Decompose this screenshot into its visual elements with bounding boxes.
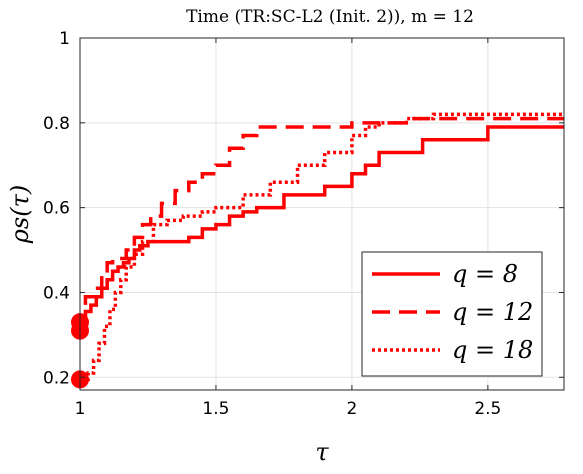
series-line-3: [80, 112, 564, 382]
axis-ticks: 1 1.5 2 2.5 0.2 0.4 0.6 0.8 1: [43, 29, 564, 419]
x-tick-label: 1: [75, 399, 86, 419]
legend: q = 8 q = 12 q = 18: [361, 251, 543, 377]
y-tick-label: 0.2: [43, 368, 70, 388]
x-tick-label: 2: [346, 399, 357, 419]
legend-items: q = 8 q = 12 q = 18: [372, 260, 533, 364]
y-tick-label: 1: [59, 29, 70, 49]
legend-label-2: q = 12: [452, 298, 533, 326]
chart-title: Time (TR:SC-L2 (Init. 2)), m = 12: [186, 7, 474, 27]
series-lines: [80, 112, 564, 382]
series-line-1: [80, 125, 564, 324]
x-axis-label: τ: [315, 438, 329, 466]
y-axis-label: ρs(τ): [6, 185, 34, 244]
y-tick-label: 0.8: [43, 114, 70, 134]
y-tick-label: 0.6: [43, 199, 70, 219]
x-tick-label: 1.5: [202, 399, 229, 419]
legend-label-3: q = 18: [452, 336, 533, 364]
y-tick-label: 0.4: [43, 283, 70, 303]
series-line-2: [80, 116, 564, 329]
plot-border: [79, 37, 565, 391]
x-tick-label: 2.5: [474, 399, 501, 419]
legend-label-1: q = 8: [452, 260, 518, 288]
